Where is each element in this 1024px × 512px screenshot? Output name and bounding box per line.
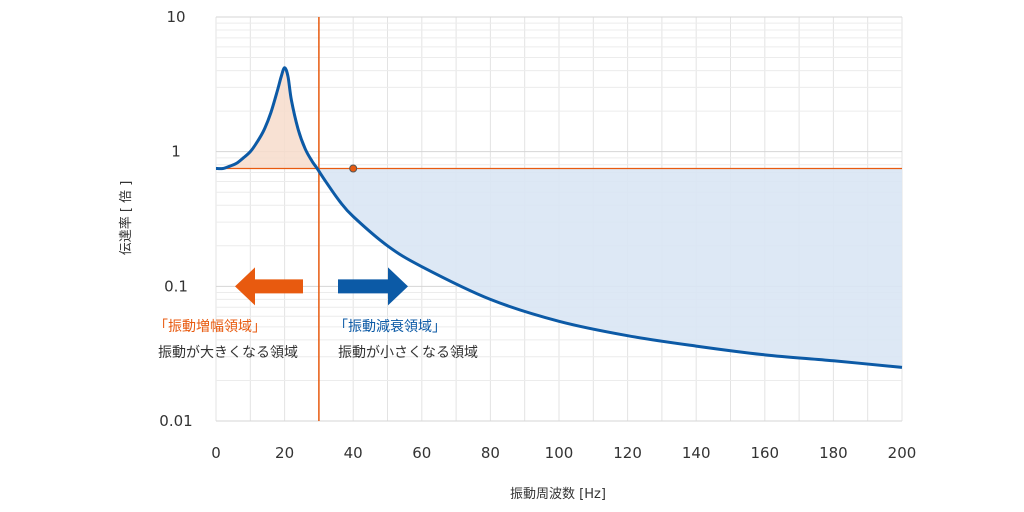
y-tick-label: 1 <box>171 143 181 161</box>
amplification-region-fill <box>216 67 319 169</box>
arrows <box>235 267 408 306</box>
x-tick-label: 140 <box>682 444 711 462</box>
amplify-region-title: 「振動増幅領域」 <box>154 319 266 335</box>
y-tick-label: 10 <box>166 8 185 26</box>
x-tick-label: 120 <box>613 444 642 462</box>
attenuate-region-desc: 振動が小さくなる領域 <box>338 345 478 361</box>
reference-lines <box>216 17 902 421</box>
arrow-right-icon <box>338 267 408 306</box>
x-tick-label: 80 <box>481 444 500 462</box>
attenuate-region-title: 「振動減衰領域」 <box>334 319 446 335</box>
y-tick-label: 0.1 <box>164 277 188 295</box>
arrow-left-icon <box>235 267 303 306</box>
x-tick-label: 100 <box>545 444 574 462</box>
attenuation-region-fill <box>318 168 902 368</box>
x-axis-label: 振動周波数 [Hz] <box>510 487 606 502</box>
x-tick-label: 40 <box>344 444 363 462</box>
curve-layer <box>215 66 903 369</box>
x-tick-label: 160 <box>750 444 779 462</box>
amplify-region-desc: 振動が大きくなる領域 <box>158 345 298 361</box>
x-tick-label: 200 <box>888 444 917 462</box>
x-tick-label: 60 <box>412 444 431 462</box>
region-fills <box>216 67 902 368</box>
x-tick-label: 180 <box>819 444 848 462</box>
x-tick-label: 20 <box>275 444 294 462</box>
x-tick-labels: 0 20 40 60 80 100 120 140 160 180 200 <box>211 444 916 462</box>
y-tick-label: 0.01 <box>159 412 192 430</box>
transmissibility-curve <box>215 66 903 369</box>
y-tick-labels: 10 1 0.1 0.01 <box>159 8 192 430</box>
marker-point <box>349 164 358 173</box>
x-tick-label: 0 <box>211 444 221 462</box>
y-axis-label: 伝達率 [ 倍 ] <box>118 181 134 256</box>
